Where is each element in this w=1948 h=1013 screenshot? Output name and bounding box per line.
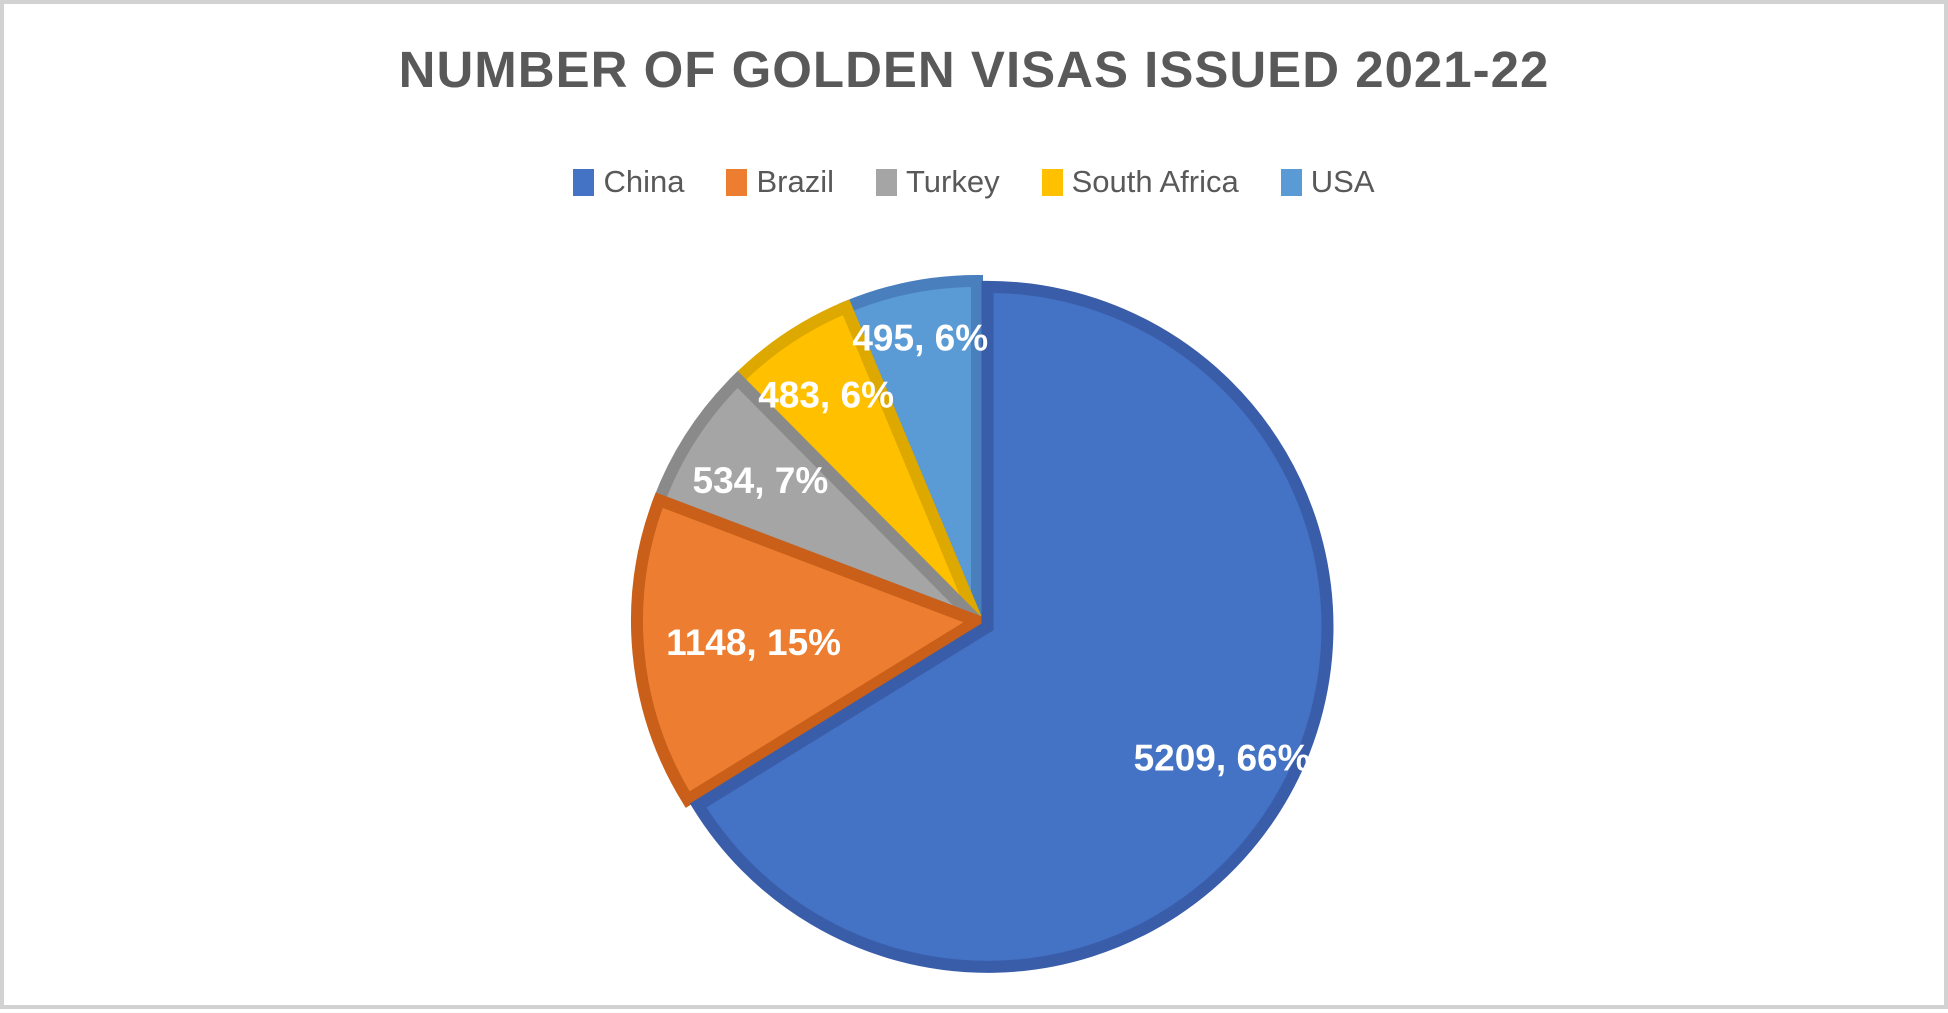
legend-item-brazil[interactable]: Brazil — [726, 164, 834, 200]
legend-label-usa: USA — [1310, 164, 1375, 199]
pie-label-south-africa: 483, 6% — [758, 375, 894, 416]
pie-slice-brazil[interactable] — [631, 492, 991, 808]
legend-swatch-usa-icon — [1280, 168, 1302, 196]
legend-label-turkey: Turkey — [906, 164, 1000, 199]
legend-label-china: China — [603, 164, 685, 199]
pie-label-china: 5209, 66% — [1134, 738, 1311, 779]
pie-chart: 5209, 66% 1148, 15% 534, 7% 483, 6% 495, 6% — [631, 274, 1334, 973]
pie-label-turkey: 534, 7% — [693, 460, 829, 501]
legend-swatch-brazil-icon — [726, 168, 748, 196]
legend-item-usa[interactable]: USA — [1280, 164, 1375, 200]
legend-swatch-turkey-icon — [876, 168, 897, 196]
pie-label-brazil: 1148, 15% — [666, 622, 841, 663]
legend-item-china[interactable]: China — [573, 164, 684, 200]
legend-label-south-africa: South Africa — [1071, 164, 1239, 199]
legend-swatch-china-icon — [573, 168, 595, 196]
legend-item-south-africa[interactable]: South Africa — [1041, 164, 1239, 200]
pie-label-usa: 495, 6% — [852, 318, 988, 359]
legend-item-turkey[interactable]: Turkey — [876, 164, 1000, 200]
pie-slice-china[interactable] — [689, 280, 1334, 973]
legend-label-brazil: Brazil — [756, 164, 834, 199]
chart-title: NUMBER OF GOLDEN VISAS ISSUED 2021-22 — [398, 41, 1550, 98]
legend: China Brazil Turkey South Africa USA — [4, 164, 1944, 200]
legend-swatch-south-africa-icon — [1041, 168, 1063, 196]
